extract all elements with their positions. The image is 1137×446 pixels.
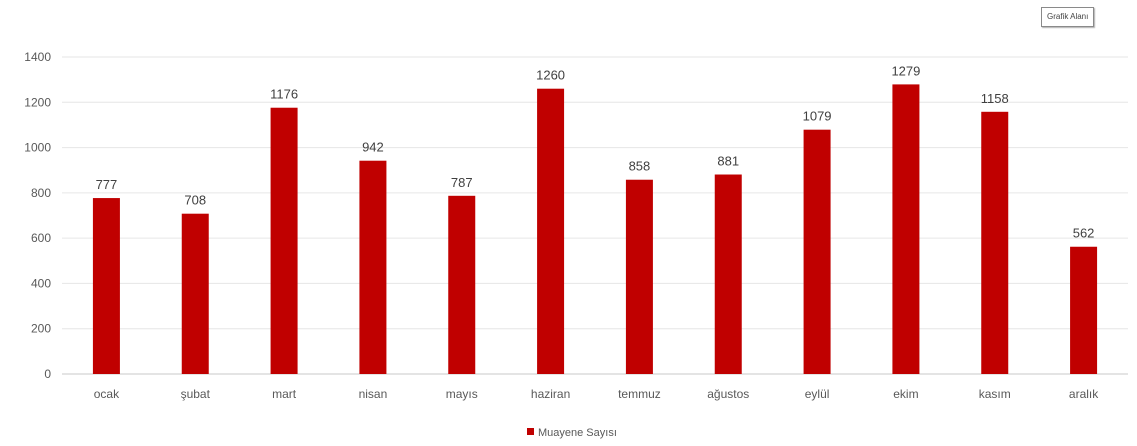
data-label: 858 [629, 159, 651, 174]
data-label: 881 [717, 154, 739, 169]
x-tick-label: aralık [1069, 387, 1099, 401]
x-tick-label: nisan [359, 387, 388, 401]
bar [625, 179, 653, 374]
y-tick-label: 400 [31, 276, 51, 290]
chart-area-tooltip: Grafik Alanı [1041, 7, 1095, 27]
data-label: 942 [362, 140, 384, 155]
data-labels: 777 708 1176 942 787 1260 858 881 1079 1279 1158 56… [96, 63, 1095, 240]
x-tick-label: ocak [94, 387, 120, 401]
bar [359, 160, 387, 374]
bars [92, 84, 1098, 374]
data-label: 562 [1073, 226, 1095, 241]
y-tick-label: 1200 [24, 95, 51, 109]
y-tick-label: 1000 [24, 141, 51, 155]
data-label: 1260 [536, 68, 565, 83]
bar [803, 129, 831, 374]
y-tick-label: 200 [31, 322, 51, 336]
data-label: 777 [96, 177, 118, 192]
data-label: 708 [184, 193, 206, 208]
bar [537, 88, 565, 374]
bar [714, 174, 742, 374]
data-label: 1176 [270, 87, 298, 102]
y-tick-label: 0 [44, 367, 51, 381]
data-label: 1279 [891, 63, 920, 78]
x-tick-label: mart [272, 387, 297, 401]
x-tick-label: temmuz [618, 387, 661, 401]
bar [92, 198, 120, 374]
x-tick-label: eylül [805, 387, 830, 401]
gridlines [62, 56, 1128, 375]
bar [448, 195, 476, 374]
y-tick-label: 1400 [24, 50, 51, 64]
x-tick-label: ağustos [707, 387, 749, 401]
y-tick-label: 800 [31, 186, 51, 200]
data-label: 1079 [803, 109, 832, 124]
bar [181, 213, 209, 374]
x-axis: ocak şubat mart nisan mayıs haziran temmuz ağus… [94, 387, 1100, 401]
bar [270, 107, 298, 374]
y-axis: 0 200 400 600 800 1000 1200 1400 [24, 50, 51, 381]
legend-label: Muayene Sayısı [538, 427, 617, 439]
x-tick-label: kasım [979, 387, 1011, 401]
data-label: 787 [451, 175, 473, 190]
legend-swatch [527, 428, 534, 435]
bar [981, 111, 1009, 374]
legend: Muayene Sayısı [527, 427, 617, 439]
data-label: 1158 [981, 91, 1009, 106]
y-tick-label: 600 [31, 231, 51, 245]
x-tick-label: ekim [893, 387, 918, 401]
x-tick-label: şubat [181, 387, 211, 401]
bar [892, 84, 920, 374]
bar [1070, 246, 1098, 374]
x-tick-label: haziran [531, 387, 570, 401]
x-tick-label: mayıs [446, 387, 478, 401]
